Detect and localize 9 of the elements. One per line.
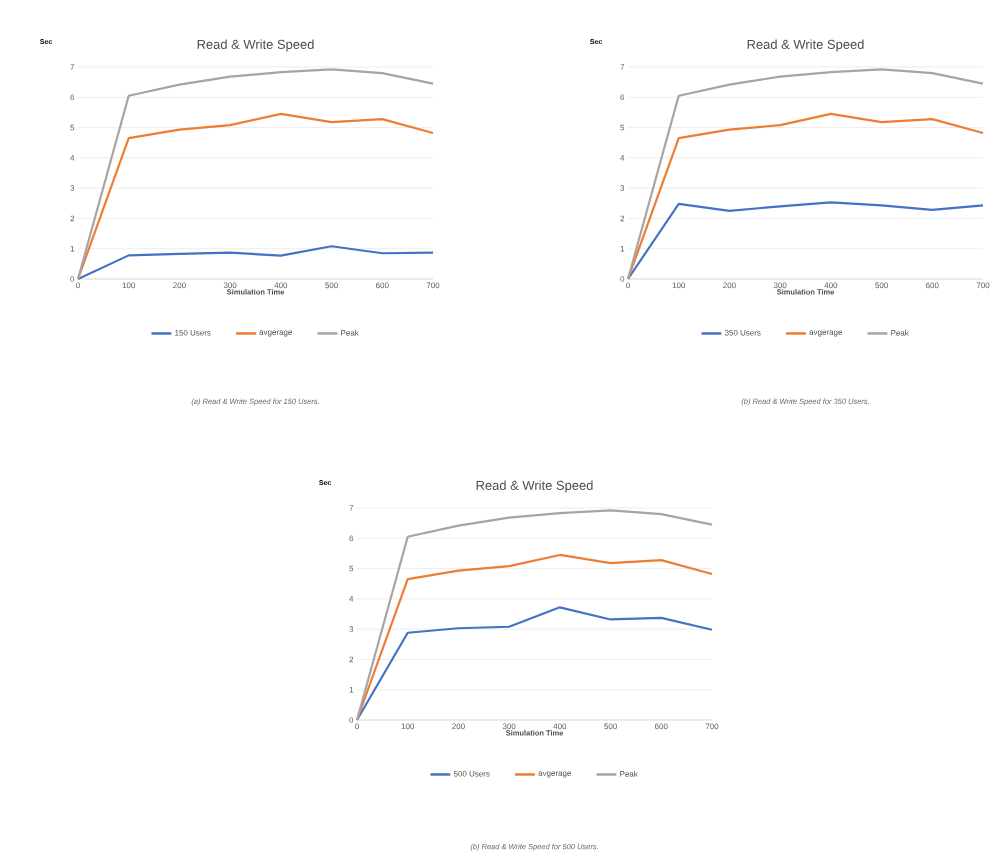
line-series bbox=[626, 201, 985, 281]
line-series bbox=[626, 68, 985, 281]
line-series bbox=[76, 68, 435, 281]
line-series bbox=[355, 606, 714, 722]
line-series bbox=[355, 509, 714, 722]
chart-title: Read & Write Speed bbox=[197, 39, 314, 52]
chart-title: Read & Write Speed bbox=[476, 480, 593, 493]
line-series bbox=[76, 245, 435, 281]
chart-title: Read & Write Speed bbox=[747, 39, 864, 52]
